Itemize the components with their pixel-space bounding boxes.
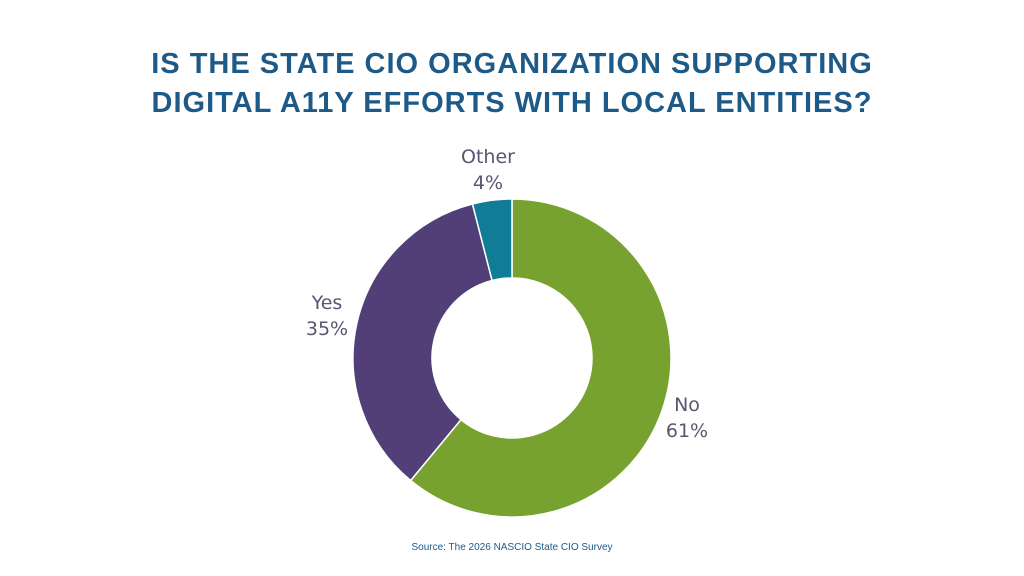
slice-label-other: Other <box>461 146 515 168</box>
chart-title-line-2: DIGITAL A11Y EFFORTS WITH LOCAL ENTITIES… <box>151 87 873 119</box>
slice-value-yes: 35% <box>306 318 348 340</box>
slice-value-other: 4% <box>473 172 503 194</box>
source-note: Source: The 2026 NASCIO State CIO Survey <box>411 542 613 553</box>
slice-label-yes: Yes <box>311 292 343 314</box>
chart-title-line-1: IS THE STATE CIO ORGANIZATION SUPPORTING <box>151 48 873 80</box>
slice-value-no: 61% <box>666 420 708 442</box>
slice-yes <box>352 203 494 482</box>
slice-label-no: No <box>674 394 700 416</box>
slice-other <box>471 198 513 282</box>
slice-no <box>409 198 672 518</box>
